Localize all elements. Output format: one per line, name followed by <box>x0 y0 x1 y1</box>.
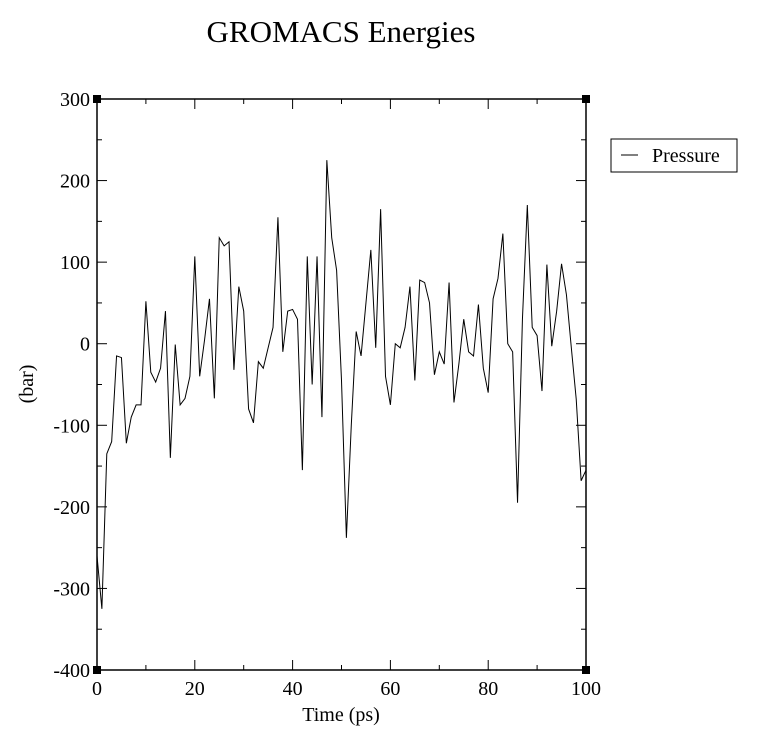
series-line-pressure <box>96 160 587 609</box>
legend: Pressure <box>610 138 738 173</box>
x-axis-label: Time (ps) <box>302 704 380 726</box>
corner-markers <box>93 95 590 674</box>
corner-marker <box>93 95 101 103</box>
x-tick-label: 0 <box>92 678 102 700</box>
x-tick-label: 100 <box>571 678 601 700</box>
corner-marker <box>582 666 590 674</box>
x-tick-label: 20 <box>185 678 205 700</box>
y-tick-label: -400 <box>53 660 90 682</box>
y-tick-label: 200 <box>60 171 90 193</box>
axis-tick-labels: 0 20 40 60 80 100 -400 -300 -200 -100 0 100 200 300 <box>53 89 601 700</box>
chart-title: GROMACS Energies <box>207 14 476 49</box>
y-tick-label: 0 <box>80 334 90 356</box>
y-tick-label: -100 <box>53 415 90 437</box>
y-tick-label: 300 <box>60 89 90 111</box>
x-tick-label: 60 <box>380 678 400 700</box>
legend-label-pressure: Pressure <box>652 145 720 167</box>
y-axis-label: (bar) <box>16 365 38 404</box>
corner-marker <box>582 95 590 103</box>
y-tick-label: -200 <box>53 497 90 519</box>
corner-marker <box>93 666 101 674</box>
y-tick-label: 100 <box>60 252 90 274</box>
y-tick-label: -300 <box>53 578 90 600</box>
x-tick-label: 80 <box>478 678 498 700</box>
x-tick-label: 40 <box>283 678 303 700</box>
